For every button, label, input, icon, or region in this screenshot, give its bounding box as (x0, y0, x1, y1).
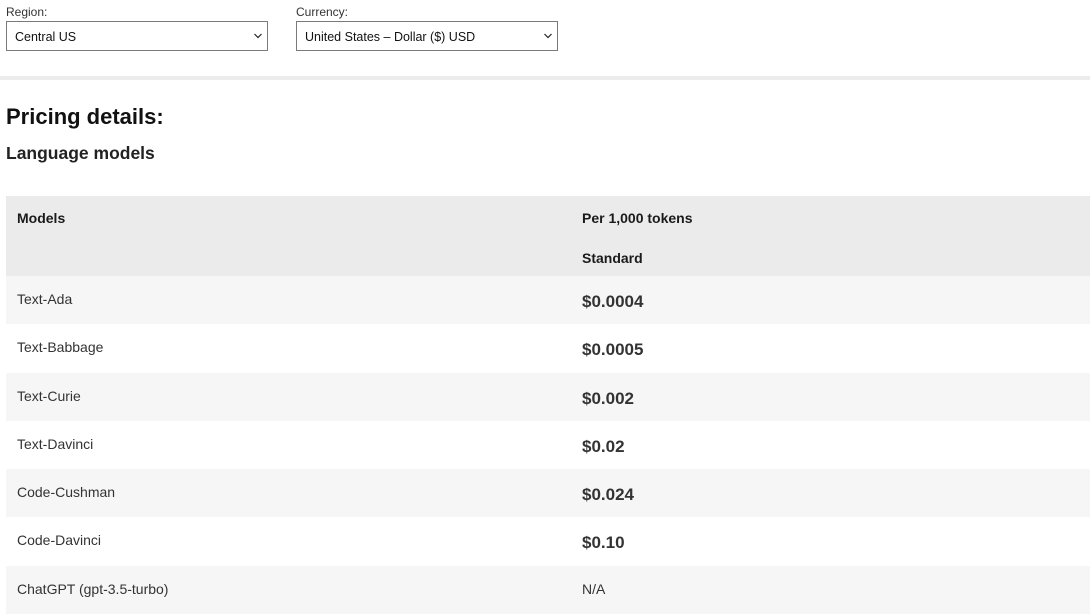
model-price: $0.0005 (582, 340, 644, 360)
table-row: Text-Davinci $0.02 (6, 420, 1090, 470)
model-name: Text-Davinci (17, 435, 94, 452)
pricing-details-title: Pricing details: (6, 104, 164, 129)
header-price: Per 1,000 tokens Standard (582, 196, 1090, 276)
region-filter: Region: Central US (6, 5, 268, 51)
model-name: Code-Cushman (17, 484, 116, 501)
currency-label: Currency: (296, 5, 349, 19)
currency-select[interactable]: United States – Dollar ($) USD (296, 21, 558, 51)
model-name: Text-Curie (17, 387, 81, 404)
model-price: $0.002 (582, 388, 634, 408)
region-label: Region: (6, 5, 48, 19)
model-name: Code-Davinci (17, 532, 102, 549)
model-price: $0.024 (582, 485, 634, 505)
header-standard: Standard (582, 250, 643, 266)
currency-filter: Currency: United States – Dollar ($) USD (296, 5, 558, 51)
table-row: Text-Ada $0.0004 (6, 276, 1090, 325)
region-select-value: Central US (15, 30, 77, 44)
filter-bar: Region: Central US Currency: United Stat… (0, 0, 1090, 80)
region-select[interactable]: Central US (6, 21, 268, 51)
model-price: $0.0004 (582, 292, 644, 311)
model-name: ChatGPT (gpt-3.5-turbo) (17, 580, 169, 597)
table-header-row: Models Per 1,000 tokens Standard (6, 196, 1090, 276)
table-row: ChatGPT (gpt-3.5-turbo) N/A (6, 565, 1090, 615)
language-models-heading: Language models (6, 143, 155, 163)
model-price: $0.02 (582, 436, 625, 456)
currency-select-value: United States – Dollar ($) USD (305, 30, 476, 44)
chevron-down-icon (544, 33, 552, 39)
table-row: Code-Davinci $0.10 (6, 517, 1090, 566)
pricing-table: Models Per 1,000 tokens Standard Text-Ad… (6, 196, 1090, 615)
header-per-tokens: Per 1,000 tokens (582, 210, 693, 226)
table-row: Code-Cushman $0.024 (6, 469, 1090, 518)
model-name: Text-Ada (17, 291, 73, 307)
table-row: Text-Babbage $0.0005 (6, 324, 1090, 373)
chevron-down-icon (254, 33, 262, 39)
pricing-table-container: Models Per 1,000 tokens Standard Text-Ad… (6, 196, 1090, 615)
table-row: Text-Curie $0.002 (6, 372, 1090, 421)
model-price: N/A (582, 580, 606, 597)
model-name: Text-Babbage (17, 339, 104, 356)
model-price: $0.10 (582, 533, 625, 553)
header-models: Models (17, 210, 66, 226)
